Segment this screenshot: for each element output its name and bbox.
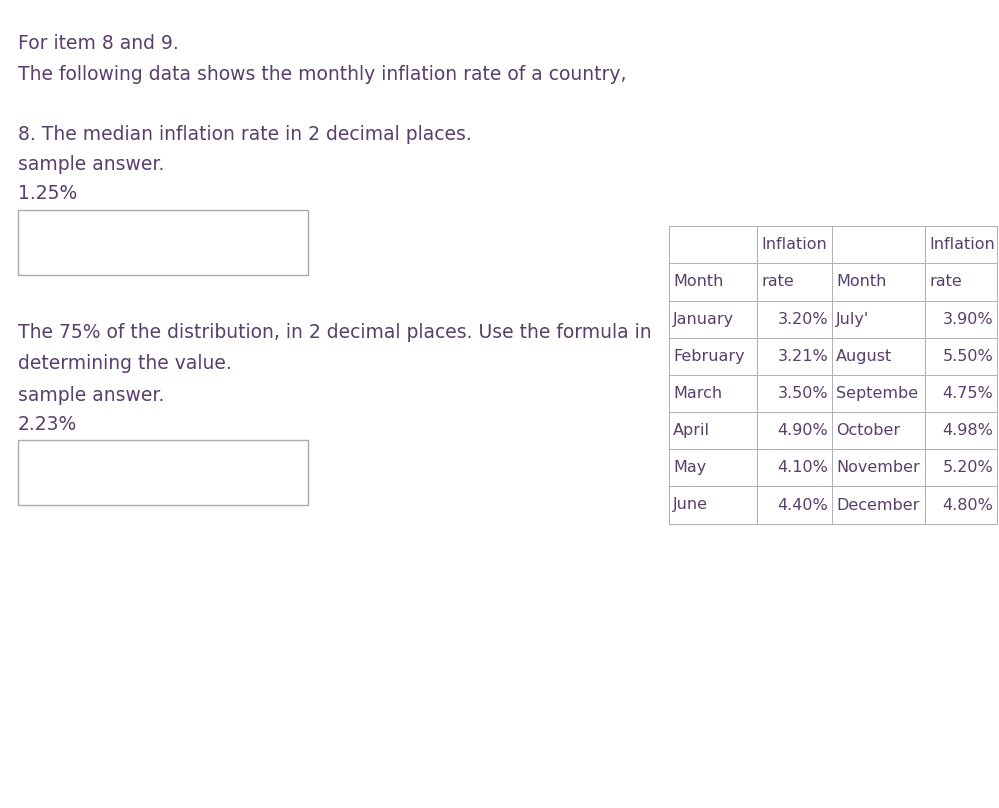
Text: The 75% of the distribution, in 2 decimal places. Use the formula in: The 75% of the distribution, in 2 decima…: [18, 323, 651, 343]
FancyBboxPatch shape: [18, 440, 308, 505]
Text: Month: Month: [836, 275, 886, 289]
Text: December: December: [836, 498, 919, 512]
Text: Inflation: Inflation: [929, 238, 995, 252]
Text: October: October: [836, 423, 900, 438]
Text: 8. The median inflation rate in 2 decimal places.: 8. The median inflation rate in 2 decima…: [18, 125, 472, 145]
Text: 4.10%: 4.10%: [777, 461, 828, 475]
Text: 1.25%: 1.25%: [18, 184, 77, 204]
Text: determining the value.: determining the value.: [18, 354, 232, 373]
Text: August: August: [836, 349, 892, 364]
Text: 4.80%: 4.80%: [942, 498, 993, 512]
Text: 4.98%: 4.98%: [942, 423, 993, 438]
Text: 4.40%: 4.40%: [777, 498, 828, 512]
Text: 2.23%: 2.23%: [18, 415, 77, 435]
Text: Inflation: Inflation: [761, 238, 827, 252]
Text: May: May: [673, 461, 706, 475]
Text: July': July': [836, 312, 869, 326]
Text: sample answer.: sample answer.: [18, 386, 165, 406]
Text: sample answer.: sample answer.: [18, 155, 165, 175]
Text: 5.20%: 5.20%: [942, 461, 993, 475]
Text: rate: rate: [929, 275, 962, 289]
Text: April: April: [673, 423, 710, 438]
Text: 3.90%: 3.90%: [942, 312, 993, 326]
Text: 4.90%: 4.90%: [777, 423, 828, 438]
Text: For item 8 and 9.: For item 8 and 9.: [18, 34, 179, 53]
Text: Month: Month: [673, 275, 723, 289]
Text: 3.21%: 3.21%: [777, 349, 828, 364]
Text: 3.50%: 3.50%: [777, 386, 828, 401]
Text: March: March: [673, 386, 722, 401]
Text: 5.50%: 5.50%: [942, 349, 993, 364]
Text: 3.20%: 3.20%: [777, 312, 828, 326]
Text: 4.75%: 4.75%: [942, 386, 993, 401]
Text: The following data shows the monthly inflation rate of a country,: The following data shows the monthly inf…: [18, 65, 626, 84]
Text: January: January: [673, 312, 734, 326]
Text: February: February: [673, 349, 745, 364]
Text: Septembe: Septembe: [836, 386, 918, 401]
Text: rate: rate: [761, 275, 794, 289]
FancyBboxPatch shape: [18, 210, 308, 275]
Text: November: November: [836, 461, 920, 475]
Text: June: June: [673, 498, 708, 512]
